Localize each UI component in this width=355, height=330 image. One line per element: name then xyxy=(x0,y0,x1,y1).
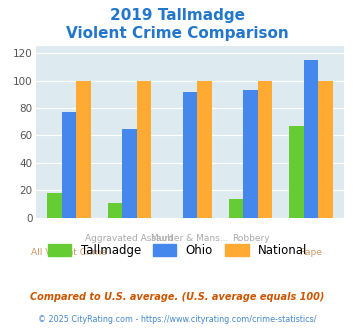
Bar xyxy=(258,81,272,218)
Bar xyxy=(122,129,137,218)
Bar xyxy=(289,126,304,218)
Bar xyxy=(137,81,151,218)
Text: Robbery: Robbery xyxy=(232,235,269,244)
Text: Aggravated Assault: Aggravated Assault xyxy=(85,235,174,244)
Text: Rape: Rape xyxy=(300,248,322,257)
Bar xyxy=(318,81,333,218)
Bar xyxy=(61,112,76,218)
Bar xyxy=(243,90,258,218)
Text: All Violent Crime: All Violent Crime xyxy=(31,248,107,257)
Bar xyxy=(47,193,61,218)
Legend: Tallmadge, Ohio, National: Tallmadge, Ohio, National xyxy=(43,239,312,261)
Text: Compared to U.S. average. (U.S. average equals 100): Compared to U.S. average. (U.S. average … xyxy=(30,292,325,302)
Bar xyxy=(183,91,197,218)
Bar xyxy=(304,60,318,218)
Bar xyxy=(197,81,212,218)
Text: © 2025 CityRating.com - https://www.cityrating.com/crime-statistics/: © 2025 CityRating.com - https://www.city… xyxy=(38,315,317,324)
Text: 2019 Tallmadge: 2019 Tallmadge xyxy=(110,8,245,23)
Bar xyxy=(76,81,91,218)
Text: Violent Crime Comparison: Violent Crime Comparison xyxy=(66,26,289,41)
Bar xyxy=(108,203,122,218)
Text: Murder & Mans...: Murder & Mans... xyxy=(151,235,229,244)
Bar xyxy=(229,199,243,218)
